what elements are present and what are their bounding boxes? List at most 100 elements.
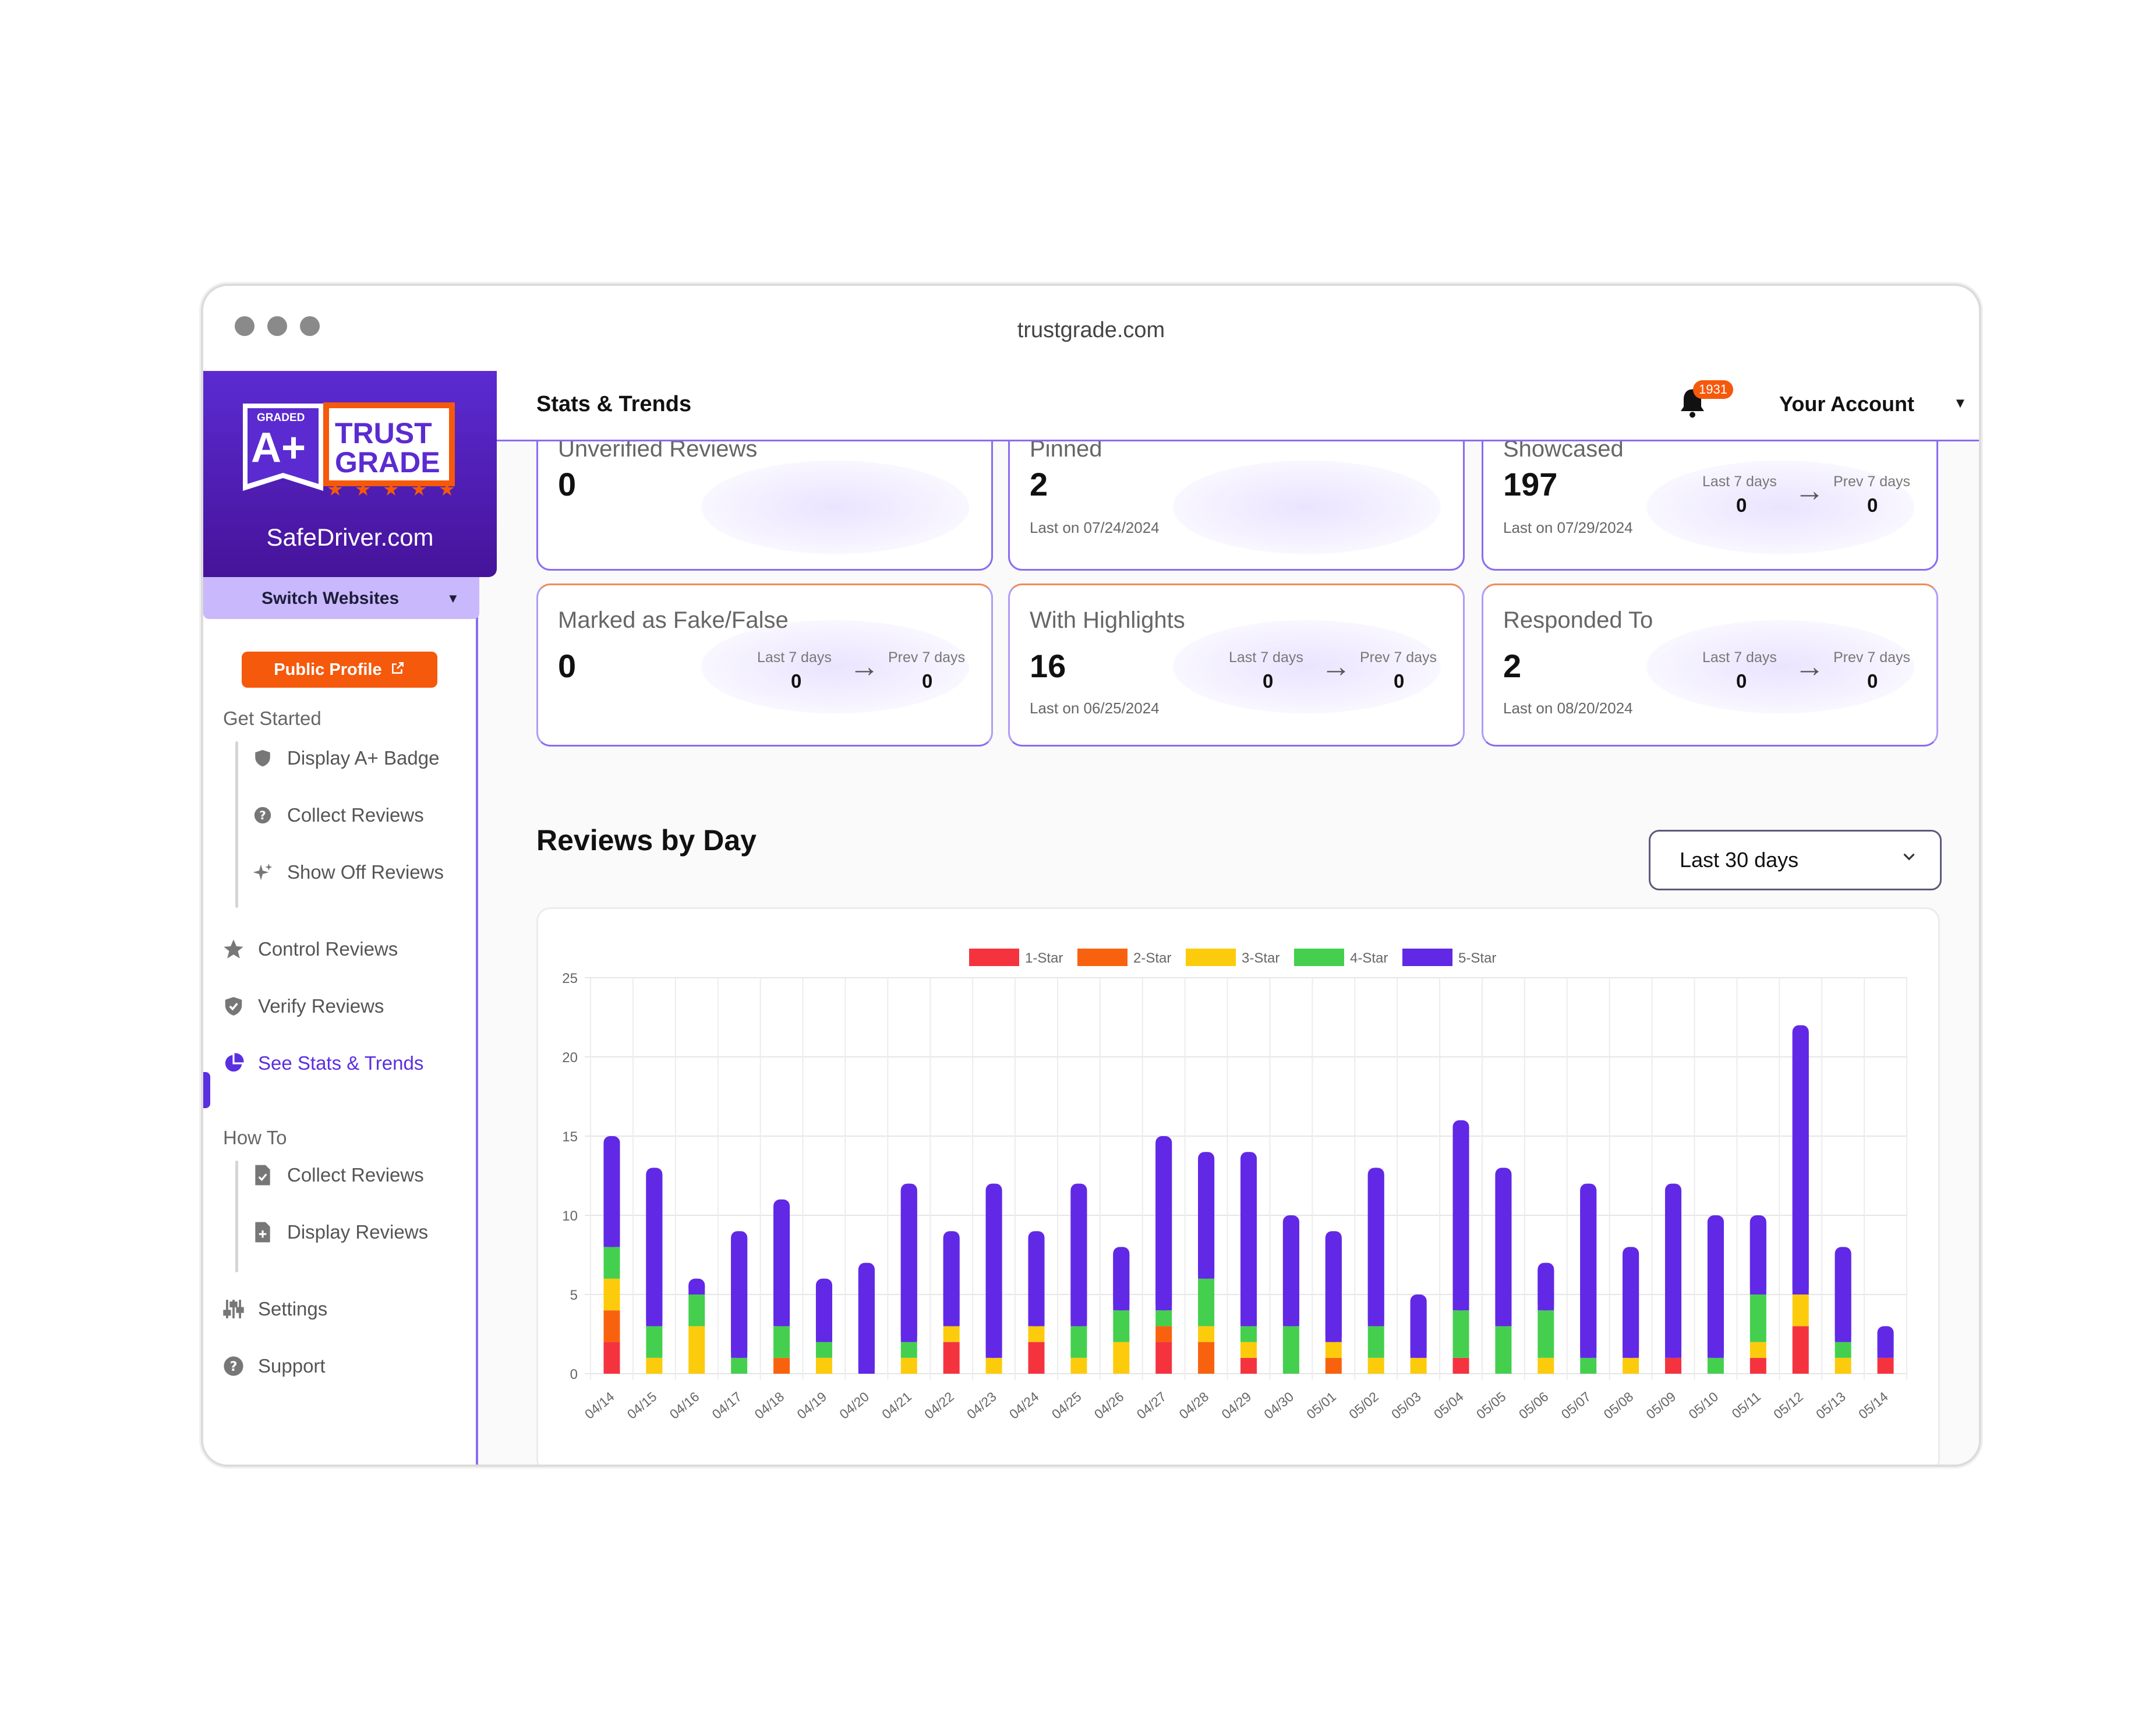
prev-7-days-label: Prev 7 days bbox=[1360, 649, 1437, 666]
prev-7-days-value: 0 bbox=[1394, 670, 1405, 692]
prev-7-days-value: 0 bbox=[922, 670, 933, 692]
stat-card-value: 0 bbox=[558, 466, 577, 503]
stat-card-fake[interactable]: Marked as Fake/False 0 Last 7 days 0 → P… bbox=[536, 583, 993, 747]
bar-segment-3-star bbox=[1240, 1342, 1257, 1358]
x-tick-label: 05/05 bbox=[1473, 1389, 1509, 1422]
bar-segment-5-star-body bbox=[1877, 1333, 1894, 1358]
bar-segment-5-star-body bbox=[1198, 1159, 1215, 1279]
public-profile-label: Public Profile bbox=[274, 660, 382, 679]
bar-segment-5-star-body bbox=[1325, 1238, 1342, 1342]
bar-segment-3-star bbox=[1792, 1294, 1809, 1327]
brand-panel: GRADED A+ TRUST GRADE ★ ★ ★ ★ ★ SafeDriv… bbox=[203, 371, 497, 577]
main-content: Unverified Reviews 0 Pinned 2 Last on 07… bbox=[478, 441, 1979, 1465]
bar-segment-1-star bbox=[1749, 1357, 1766, 1374]
bar-segment-3-star bbox=[1367, 1357, 1384, 1374]
bar-segment-5-star-body bbox=[731, 1238, 748, 1358]
bar-segment-3-star bbox=[1198, 1326, 1215, 1342]
nav-see-stats-trends[interactable]: See Stats & Trends bbox=[221, 1049, 423, 1078]
last-7-days-label: Last 7 days bbox=[1702, 649, 1777, 666]
stat-card-unverified[interactable]: Unverified Reviews 0 bbox=[536, 441, 993, 571]
nav-control-reviews[interactable]: Control Reviews bbox=[221, 935, 398, 964]
x-tick-label: 04/25 bbox=[1049, 1389, 1084, 1422]
browser-titlebar: trustgrade.com bbox=[203, 286, 1979, 372]
browser-url: trustgrade.com bbox=[1017, 318, 1165, 342]
legend-label: 2-Star bbox=[1133, 950, 1171, 966]
nav-howto-collect-reviews[interactable]: Collect Reviews bbox=[250, 1161, 424, 1190]
bar-segment-3-star bbox=[815, 1357, 832, 1374]
svg-text:?: ? bbox=[230, 1359, 238, 1374]
legend-swatch-1-star bbox=[969, 949, 1019, 966]
bar-segment-3-star bbox=[1325, 1342, 1342, 1358]
x-tick-label: 04/21 bbox=[879, 1389, 914, 1422]
bar-segment-3-star bbox=[1410, 1357, 1427, 1374]
shield-icon bbox=[250, 745, 275, 771]
nav-show-off-reviews[interactable]: Show Off Reviews bbox=[250, 858, 444, 887]
nav-settings[interactable]: Settings bbox=[221, 1294, 327, 1324]
nav-support[interactable]: ? Support bbox=[221, 1352, 326, 1381]
bar-segment-1-star bbox=[1792, 1326, 1809, 1374]
reviews-by-day-chart: 0 5 10 15 20 25 04/14 04/15 04/16 04/17 04/18 04/19… bbox=[562, 949, 1907, 1422]
arrow-right-icon: → bbox=[1321, 650, 1351, 684]
nav-verify-reviews[interactable]: Verify Reviews bbox=[221, 992, 384, 1021]
x-tick-label: 05/13 bbox=[1813, 1389, 1848, 1422]
bar-segment-3-star bbox=[1835, 1357, 1851, 1374]
bar-segment-3-star bbox=[1070, 1357, 1087, 1374]
stat-card-last-on: Last on 06/25/2024 bbox=[1030, 699, 1160, 717]
nav-display-badge[interactable]: Display A+ Badge bbox=[250, 744, 439, 773]
bar-segment-5-star-body bbox=[1070, 1190, 1087, 1327]
logo-grade-word-text: GRADE bbox=[335, 446, 440, 479]
stat-card-label: Showcased bbox=[1503, 441, 1624, 462]
bar-segment-4-star bbox=[1240, 1326, 1257, 1342]
legend-label: 1-Star bbox=[1025, 950, 1063, 966]
bar-segment-3-star bbox=[1749, 1342, 1766, 1358]
window-minimize-dot[interactable] bbox=[267, 316, 287, 336]
bar-segment-5-star-body bbox=[900, 1190, 917, 1342]
bar-segment-4-star bbox=[688, 1294, 705, 1327]
bar-segment-1-star bbox=[1155, 1342, 1172, 1374]
bar-segment-5-star-body bbox=[603, 1143, 620, 1247]
y-tick-label: 10 bbox=[562, 1208, 578, 1224]
bar-segment-1-star bbox=[603, 1342, 620, 1374]
nav-howto-display-reviews[interactable]: Display Reviews bbox=[250, 1218, 428, 1247]
bar-segment-5-star-body bbox=[815, 1285, 832, 1342]
stat-card-value: 2 bbox=[1030, 466, 1048, 503]
x-tick-label: 05/09 bbox=[1643, 1389, 1678, 1422]
x-tick-label: 04/15 bbox=[624, 1389, 660, 1422]
public-profile-button[interactable]: Public Profile bbox=[242, 652, 437, 688]
svg-text:★: ★ bbox=[327, 478, 344, 496]
last-7-days-value: 0 bbox=[1736, 494, 1747, 516]
bar-segment-5-star-body bbox=[1707, 1222, 1724, 1358]
prev-7-days-label: Prev 7 days bbox=[888, 649, 966, 666]
legend-swatch-4-star bbox=[1294, 949, 1344, 966]
bar-segment-1-star bbox=[1877, 1357, 1894, 1374]
x-tick-label: 04/28 bbox=[1176, 1389, 1212, 1422]
bar-segment-3-star bbox=[1113, 1342, 1130, 1374]
svg-text:★: ★ bbox=[439, 478, 455, 496]
bar-segment-1-star bbox=[1028, 1342, 1045, 1374]
bar-segment-4-star bbox=[1113, 1310, 1130, 1342]
switch-websites-button[interactable]: Switch Websites ▼ bbox=[203, 576, 479, 619]
nav-collect-reviews[interactable]: ? Collect Reviews bbox=[250, 801, 424, 830]
bar-segment-5-star-body bbox=[646, 1175, 663, 1327]
reviews-chart-card: 0 5 10 15 20 25 04/14 04/15 04/16 04/17 04/18 04/19… bbox=[536, 907, 1940, 1465]
stat-card-showcased[interactable]: Showcased 197 Last on 07/29/2024 Last 7 … bbox=[1482, 441, 1938, 571]
logo-grade-text: A+ bbox=[251, 425, 306, 471]
bar-segment-3-star bbox=[603, 1278, 620, 1311]
window-close-dot[interactable] bbox=[235, 316, 255, 336]
nav-show-off-reviews-label: Show Off Reviews bbox=[287, 861, 444, 883]
account-caret-down-icon[interactable]: ▼ bbox=[1953, 395, 1967, 411]
svg-text:?: ? bbox=[259, 809, 266, 822]
arrow-right-icon: → bbox=[1794, 650, 1825, 684]
stat-card-responded[interactable]: Responded To 2 Last on 08/20/2024 Last 7… bbox=[1482, 583, 1938, 747]
account-menu[interactable]: Your Account bbox=[1779, 392, 1914, 416]
logo-trust-text: TRUST bbox=[335, 417, 432, 450]
bar-segment-1-star bbox=[1452, 1357, 1469, 1374]
window-maximize-dot[interactable] bbox=[300, 316, 320, 336]
bar-segment-1-star bbox=[1240, 1357, 1257, 1374]
stat-card-highlights[interactable]: With Highlights 16 Last on 06/25/2024 La… bbox=[1008, 583, 1465, 747]
date-range-select[interactable]: Last 30 days bbox=[1649, 830, 1942, 890]
prev-7-days-label: Prev 7 days bbox=[1833, 649, 1911, 666]
bar-segment-4-star bbox=[1070, 1326, 1087, 1358]
last-7-days-label: Last 7 days bbox=[757, 649, 832, 666]
stat-card-pinned[interactable]: Pinned 2 Last on 07/24/2024 bbox=[1008, 441, 1465, 571]
